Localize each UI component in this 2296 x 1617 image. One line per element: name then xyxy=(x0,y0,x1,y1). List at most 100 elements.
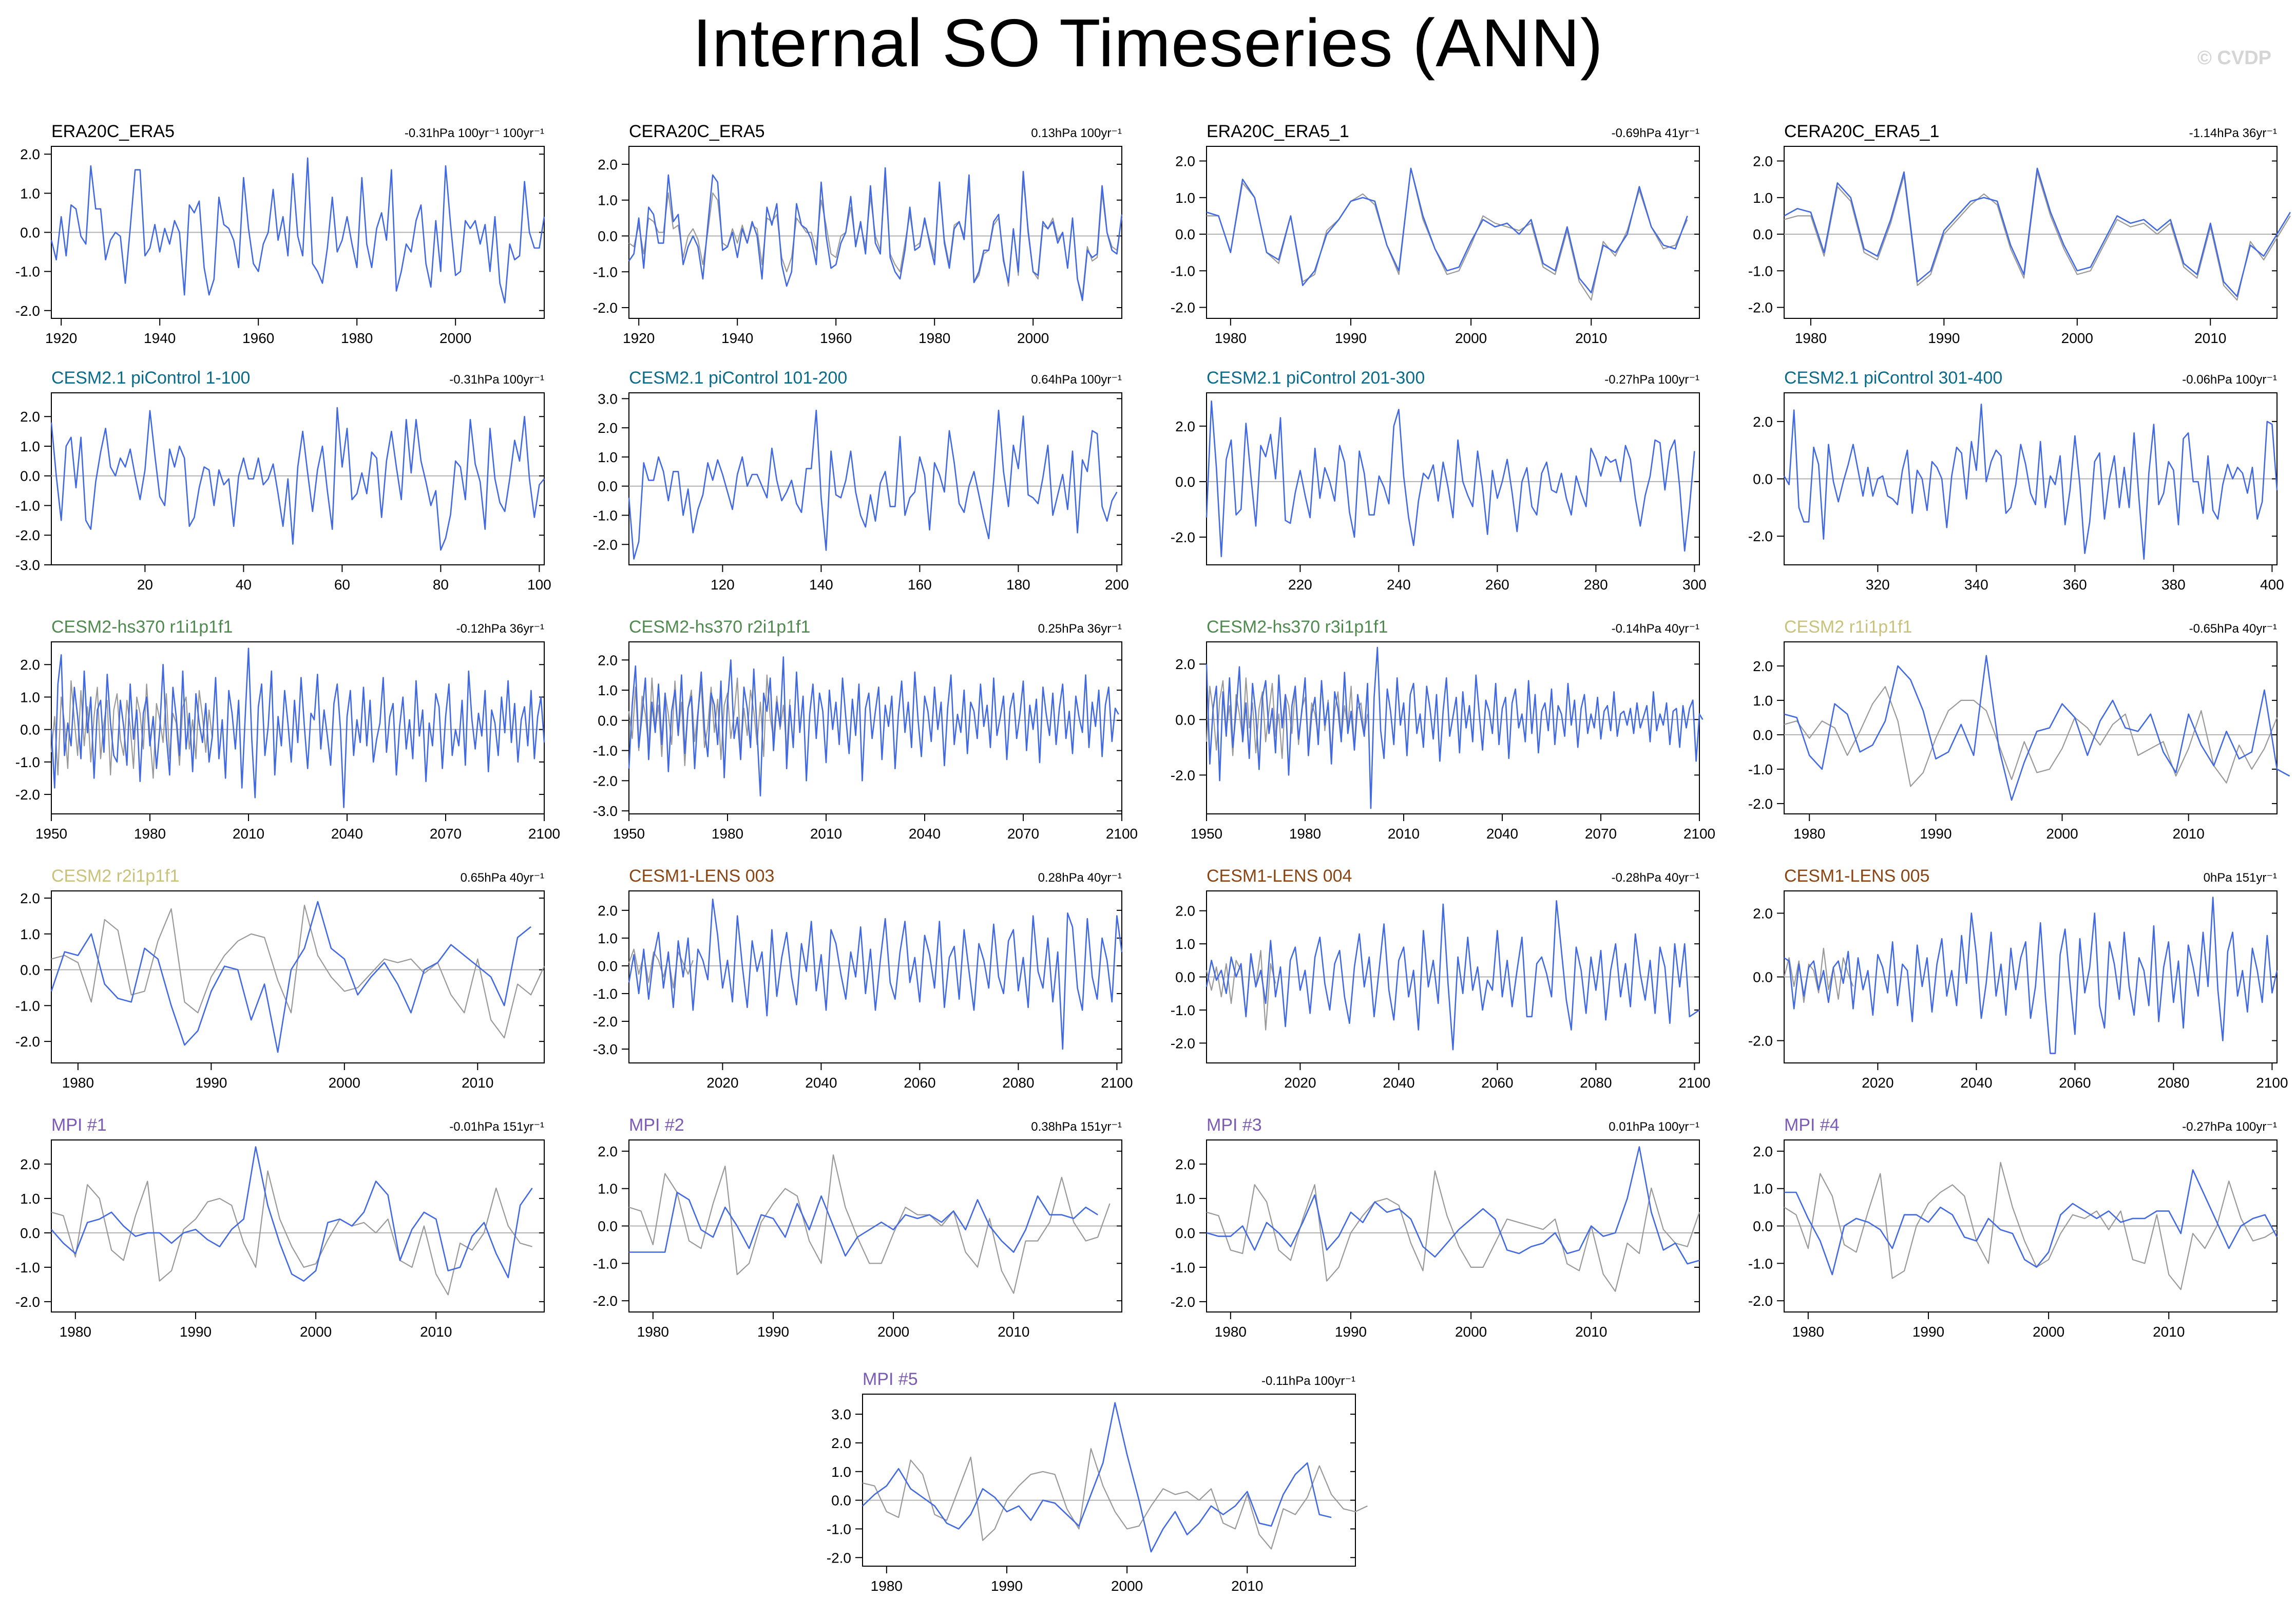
panel-11: CESM2-hs370 r3i1p1f1 -0.14hPa 40yr⁻¹ -2.0 0… xyxy=(1171,617,1715,842)
panel-title: CESM2-hs370 r3i1p1f1 xyxy=(1207,617,1388,637)
y-tick-label: -2.0 xyxy=(593,537,618,553)
y-tick-label: 0.0 xyxy=(20,722,40,738)
panel-7: CESM2.1 piControl 201-300 -0.27hPa 100yr⁻… xyxy=(1171,368,1707,593)
y-tick-label: -1.0 xyxy=(593,507,618,523)
panel-15: CESM1-LENS 004 -0.28hPa 40yr⁻¹ -2.0 -1.0 0.0… xyxy=(1171,866,1711,1091)
series-line-blue xyxy=(628,898,1123,1050)
panel-title: CESM2.1 piControl 1-100 xyxy=(51,368,250,388)
x-tick-label: 1950 xyxy=(1191,826,1222,842)
x-tick-label: 380 xyxy=(2161,577,2186,593)
x-tick-label: 260 xyxy=(1485,577,1509,593)
x-tick-label: 1980 xyxy=(1289,826,1321,842)
x-tick-label: 100 xyxy=(527,577,551,593)
panel-title: CESM2-hs370 r1i1p1f1 xyxy=(51,617,233,637)
x-tick-label: 2100 xyxy=(2256,1075,2288,1091)
x-tick-label: 1980 xyxy=(60,1324,91,1340)
panel-stat: -0.11hPa 100yr⁻¹ xyxy=(1261,1374,1355,1388)
panel-title: MPI #3 xyxy=(1207,1115,1262,1135)
y-tick-label: 1.0 xyxy=(598,193,618,208)
panel-title: MPI #4 xyxy=(1784,1115,1840,1135)
x-tick-label: 2010 xyxy=(1231,1578,1263,1594)
panel-stat: -0.12hPa 36yr⁻¹ xyxy=(456,622,544,636)
y-tick-label: 0.0 xyxy=(1753,226,1773,242)
y-tick-label: -2.0 xyxy=(1171,300,1195,316)
x-tick-label: 1980 xyxy=(341,330,373,346)
panel-18: MPI #2 0.38hPa 151yr⁻¹ -2.0 -1.0 0.0 1.0 2.0 19… xyxy=(593,1115,1122,1340)
panel-12: CESM2 r1i1p1f1 -0.65hPa 40yr⁻¹ -2.0 -1.0 0.0… xyxy=(1748,617,2290,842)
x-tick-label: 2010 xyxy=(2173,826,2205,842)
x-tick-label: 2040 xyxy=(1486,826,1518,842)
x-tick-label: 300 xyxy=(1682,577,1707,593)
panel-title: CESM1-LENS 004 xyxy=(1207,866,1352,886)
x-tick-label: 320 xyxy=(1866,577,1890,593)
y-tick-label: -1.0 xyxy=(827,1521,851,1537)
y-tick-label: 0.0 xyxy=(20,225,40,241)
x-tick-label: 40 xyxy=(236,577,252,593)
panel-stat: 0.13hPa 100yr⁻¹ xyxy=(1031,126,1122,140)
y-tick-label: 2.0 xyxy=(598,1144,618,1159)
y-tick-label: 1.0 xyxy=(1175,190,1195,206)
x-tick-label: 2010 xyxy=(1575,330,1607,346)
series-line-blue xyxy=(50,901,531,1053)
panel-20: MPI #4 -0.27hPa 100yr⁻¹ -2.0 -1.0 0.0 1.0 2.0 1… xyxy=(1748,1115,2278,1340)
y-tick-label: 1.0 xyxy=(20,1191,40,1207)
series-line-blue xyxy=(1206,167,1688,294)
y-tick-label: 0.0 xyxy=(1175,969,1195,985)
x-tick-label: 1950 xyxy=(35,826,67,842)
x-tick-label: 2080 xyxy=(2157,1075,2189,1091)
x-tick-label: 1990 xyxy=(991,1578,1023,1594)
x-tick-label: 1940 xyxy=(144,330,176,346)
x-tick-label: 120 xyxy=(711,577,735,593)
x-tick-label: 1980 xyxy=(1215,330,1247,346)
x-tick-label: 220 xyxy=(1288,577,1312,593)
series-line-grey xyxy=(628,948,694,989)
x-tick-label: 1920 xyxy=(45,330,77,346)
y-tick-label: -1.0 xyxy=(593,743,618,759)
series-line-blue xyxy=(628,409,1118,560)
plot-frame xyxy=(1206,1139,1700,1312)
x-tick-label: 2020 xyxy=(1284,1075,1316,1091)
y-tick-label: -2.0 xyxy=(1171,529,1195,545)
panel-title: CESM1-LENS 005 xyxy=(1784,866,1929,886)
panel-17: MPI #1 -0.01hPa 151yr⁻¹ -2.0 -1.0 0.0 1.0 2.0 1… xyxy=(15,1115,545,1340)
y-tick-label: 0.0 xyxy=(831,1493,851,1509)
x-tick-label: 2010 xyxy=(233,826,264,842)
y-tick-label: 2.0 xyxy=(1753,1144,1773,1159)
plot-frame xyxy=(628,890,1122,1063)
panel-4: CERA20C_ERA5_1 -1.14hPa 36yr⁻¹ -2.0 -1.0 0.0… xyxy=(1748,122,2291,346)
panel-title: MPI #5 xyxy=(863,1369,918,1389)
y-tick-label: 3.0 xyxy=(831,1406,851,1422)
y-tick-label: 2.0 xyxy=(1753,154,1773,169)
y-tick-label: -2.0 xyxy=(15,787,40,803)
x-tick-label: 1980 xyxy=(1795,330,1827,346)
series-line-grey xyxy=(628,1154,1111,1294)
panel-9: CESM2-hs370 r1i1p1f1 -0.12hPa 36yr⁻¹ -2.0 -… xyxy=(15,617,560,842)
y-tick-label: 2.0 xyxy=(1175,154,1195,169)
x-tick-label: 140 xyxy=(809,577,833,593)
x-tick-label: 2040 xyxy=(909,826,941,842)
x-tick-label: 2000 xyxy=(439,330,471,346)
x-tick-label: 2010 xyxy=(2194,330,2226,346)
panel-stat: -0.31hPa 100yr⁻¹ xyxy=(449,373,544,387)
y-tick-label: -2.0 xyxy=(1171,1035,1195,1051)
x-tick-label: 1980 xyxy=(1215,1324,1247,1340)
plot-frame xyxy=(1206,392,1700,565)
x-tick-label: 2000 xyxy=(1111,1578,1143,1594)
y-tick-label: 0.0 xyxy=(1175,712,1195,728)
y-tick-label: 1.0 xyxy=(598,682,618,698)
x-tick-label: 400 xyxy=(2260,577,2284,593)
series-line-blue xyxy=(1783,403,2278,560)
x-tick-label: 2000 xyxy=(1017,330,1049,346)
panel-stat: 0hPa 151yr⁻¹ xyxy=(2204,871,2277,885)
x-tick-label: 280 xyxy=(1584,577,1608,593)
panel-title: CESM2 r1i1p1f1 xyxy=(1784,617,1912,637)
y-tick-label: -2.0 xyxy=(1748,1033,1773,1049)
panel-stat: 0.25hPa 36yr⁻¹ xyxy=(1038,622,1122,636)
y-tick-label: 2.0 xyxy=(598,652,618,668)
y-tick-label: -1.0 xyxy=(1748,762,1773,777)
y-tick-label: -2.0 xyxy=(1748,796,1773,812)
x-tick-label: 2000 xyxy=(329,1075,360,1091)
y-tick-label: 0.0 xyxy=(598,958,618,974)
x-tick-label: 2040 xyxy=(1383,1075,1414,1091)
